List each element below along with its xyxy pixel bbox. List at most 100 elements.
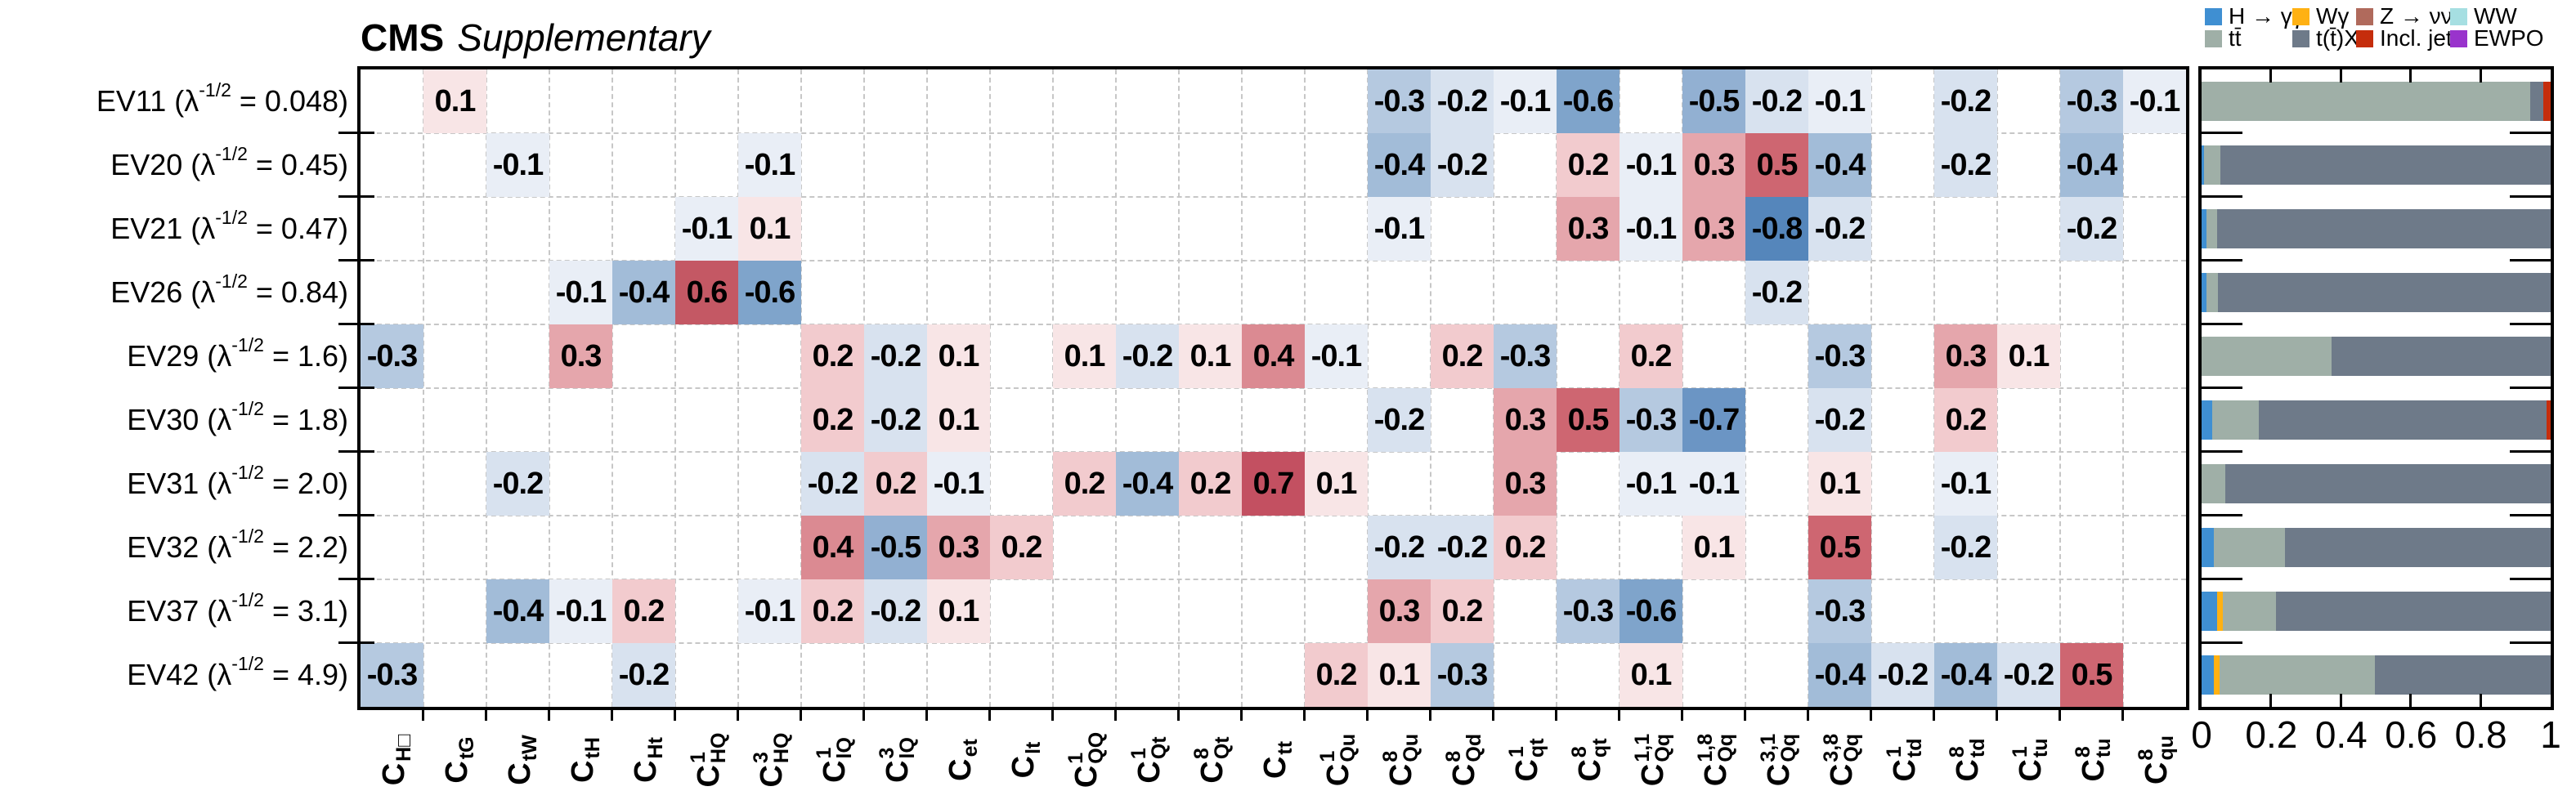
heatmap-gridline-h bbox=[361, 196, 2186, 198]
heatmap-cell: -0.2 bbox=[1808, 388, 1871, 452]
heatmap-cell: 0.2 bbox=[612, 579, 675, 643]
bar-row-tick-right bbox=[2510, 641, 2551, 644]
heatmap-cell: -0.2 bbox=[1745, 261, 1808, 324]
x-axis-tick bbox=[988, 710, 991, 721]
bar-row-tick-left bbox=[2202, 641, 2242, 644]
bar-row-tick-left bbox=[2202, 132, 2242, 134]
title-qualifier: Supplementary bbox=[457, 16, 710, 59]
heatmap-cell: -0.6 bbox=[738, 261, 801, 324]
bar-row-tick-right bbox=[2510, 387, 2551, 389]
heatmap-cell: 0.1 bbox=[1682, 516, 1745, 579]
bar-segment-ttx bbox=[2216, 209, 2551, 248]
heatmap-cell: 0.7 bbox=[1242, 452, 1305, 516]
bar-segment-hgg bbox=[2202, 273, 2206, 312]
heatmap-cell: 0.1 bbox=[1053, 324, 1116, 388]
bar-x-tick-bottom bbox=[2269, 694, 2273, 707]
heatmap-cell: 0.1 bbox=[927, 324, 990, 388]
bar-x-tick-top bbox=[2479, 69, 2482, 83]
col-label-CQq1,1: C 1,1 Qq bbox=[1630, 733, 1674, 787]
heatmap-cell: -0.2 bbox=[1368, 516, 1431, 579]
heatmap-cell: 0.5 bbox=[1745, 133, 1808, 197]
y-axis-tick bbox=[338, 641, 374, 644]
col-label-CQu1: C 1 Qu bbox=[1315, 733, 1360, 787]
bar-x-label: 0.2 bbox=[2245, 713, 2298, 756]
heatmap-cell: -0.2 bbox=[864, 324, 927, 388]
heatmap-cell: 0.2 bbox=[1557, 133, 1620, 197]
col-label-Ctd8: C 8 td bbox=[1945, 738, 1989, 782]
heatmap-cell: -0.2 bbox=[1808, 197, 1871, 261]
heatmap-cell: -0.1 bbox=[1808, 69, 1871, 133]
heatmap-cell: -0.2 bbox=[2060, 197, 2123, 261]
bar-x-tick-top bbox=[2339, 69, 2342, 83]
x-axis-tick bbox=[2059, 710, 2061, 721]
heatmap-cell: 0.3 bbox=[549, 324, 612, 388]
heatmap-cell: -0.1 bbox=[1620, 452, 1682, 516]
heatmap-cell: -0.6 bbox=[1557, 69, 1620, 133]
y-axis-tick bbox=[338, 259, 374, 261]
row-label-EV21: EV21 (λ -1/2 = 0.47) bbox=[110, 206, 348, 246]
heatmap-cell: 0.2 bbox=[1179, 452, 1242, 516]
heatmap-cell: 0.2 bbox=[1305, 643, 1368, 707]
legend-label-wgamma: Wγ bbox=[2316, 3, 2350, 29]
heatmap-cell: -0.4 bbox=[1116, 452, 1179, 516]
heatmap-cell: 0.2 bbox=[1494, 516, 1557, 579]
heatmap-cell: -0.2 bbox=[486, 452, 549, 516]
x-axis-tick bbox=[737, 710, 739, 721]
heatmap-cell: -0.4 bbox=[612, 261, 675, 324]
bar-x-tick-top bbox=[2269, 69, 2273, 83]
bar-segment-ttbar bbox=[2222, 592, 2276, 631]
heatmap-cell: 0.2 bbox=[990, 516, 1053, 579]
heatmap-cell: -0.1 bbox=[1494, 69, 1557, 133]
bar-segment-ttx bbox=[2220, 145, 2551, 185]
row-label-EV37: EV37 (λ -1/2 = 3.1) bbox=[127, 588, 348, 628]
heatmap-cell: -0.3 bbox=[361, 643, 423, 707]
heatmap-cell: -0.1 bbox=[1620, 197, 1682, 261]
bar-x-label: 1 bbox=[2540, 713, 2561, 756]
bar-segment-ttbar bbox=[2202, 82, 2531, 121]
fraction-bar-EV30 bbox=[2202, 400, 2551, 440]
heatmap-cell: -0.4 bbox=[1808, 133, 1871, 197]
bar-row-tick-left bbox=[2202, 578, 2242, 580]
bar-segment-ttbar bbox=[2206, 209, 2217, 248]
heatmap-cell: 0.6 bbox=[675, 261, 738, 324]
bar-segment-ttx bbox=[2332, 337, 2551, 376]
x-axis-tick bbox=[611, 710, 613, 721]
heatmap-cell: 0.4 bbox=[801, 516, 864, 579]
bar-segment-hgg bbox=[2202, 400, 2213, 440]
col-label-ClQ3: C 3 lQ bbox=[875, 737, 919, 783]
heatmap-cell: -0.1 bbox=[549, 579, 612, 643]
x-axis-tick bbox=[485, 710, 487, 721]
heatmap-cell: 0.3 bbox=[1682, 197, 1745, 261]
heatmap-cell: -0.7 bbox=[1682, 388, 1745, 452]
bar-segment-hgg bbox=[2202, 528, 2214, 567]
x-axis-tick bbox=[674, 710, 676, 721]
x-axis-tick bbox=[2121, 710, 2124, 721]
y-axis-tick bbox=[338, 195, 374, 198]
heatmap-cell: -0.3 bbox=[1494, 324, 1557, 388]
y-axis-tick bbox=[338, 323, 374, 325]
y-axis-tick bbox=[338, 387, 374, 389]
y-axis-tick bbox=[338, 578, 374, 580]
fraction-bar-EV32 bbox=[2202, 528, 2551, 567]
x-axis-tick bbox=[862, 710, 865, 721]
bar-x-label: 0.8 bbox=[2454, 713, 2507, 756]
bar-row-tick-right bbox=[2510, 450, 2551, 453]
heatmap-cell: -0.2 bbox=[1745, 69, 1808, 133]
bar-segment-wgamma bbox=[2213, 655, 2220, 695]
x-axis-tick bbox=[1555, 710, 1557, 721]
heatmap-cell: 0.2 bbox=[1934, 388, 1997, 452]
bar-segment-ttx bbox=[2224, 464, 2551, 503]
legend-swatch-ttbar bbox=[2205, 30, 2222, 47]
heatmap-cell: -0.2 bbox=[864, 388, 927, 452]
heatmap-cell: -0.3 bbox=[1431, 643, 1494, 707]
heatmap-cell: -0.2 bbox=[1934, 133, 1997, 197]
x-axis-tick bbox=[1807, 710, 1809, 721]
row-label-EV26: EV26 (λ -1/2 = 0.84) bbox=[110, 270, 348, 310]
heatmap-cell: -0.4 bbox=[1934, 643, 1997, 707]
heatmap-cell: -0.3 bbox=[1368, 69, 1431, 133]
